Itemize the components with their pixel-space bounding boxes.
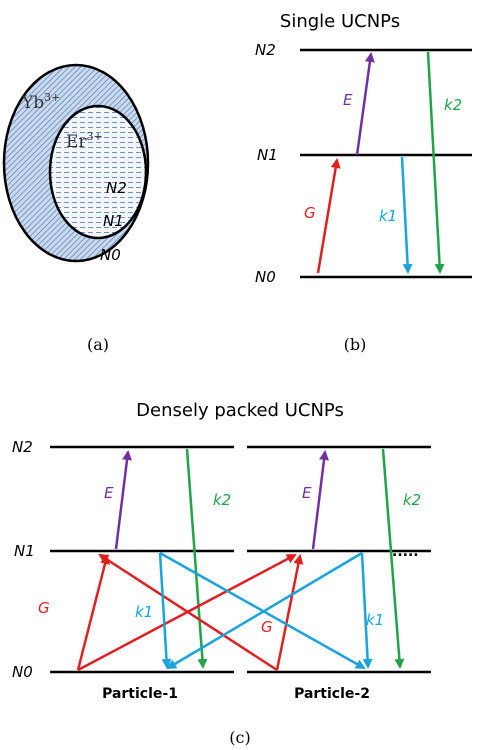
arrow <box>357 54 371 155</box>
transition-label: E <box>302 484 312 502</box>
transition-label: k1 <box>135 603 153 621</box>
particle-label: Particle-1 <box>102 686 178 702</box>
label-sup: 3+ <box>87 130 103 143</box>
transition-label: G <box>38 599 50 617</box>
level-label: N1 <box>257 146 278 164</box>
caption: (c) <box>229 728 250 747</box>
arrow <box>116 452 128 549</box>
arrow <box>402 157 408 272</box>
transition-label: G <box>261 618 273 636</box>
transition-label: E <box>104 484 114 502</box>
transition-label: k2 <box>403 491 421 509</box>
arrow <box>428 52 440 272</box>
level-label: N1 <box>14 542 35 560</box>
level-label: N0 <box>12 663 33 681</box>
transition-label: E <box>343 91 353 109</box>
level-label: N1 <box>103 212 124 230</box>
core <box>50 106 146 238</box>
title: Single UCNPs <box>280 11 400 32</box>
level-label: N0 <box>255 268 276 286</box>
level-label: N2 <box>12 438 33 456</box>
arrow <box>277 556 300 670</box>
label-base: Er <box>66 132 87 152</box>
transition-label: k2 <box>213 491 231 509</box>
level-label: N2 <box>106 179 127 197</box>
label-sup: 3+ <box>44 91 60 104</box>
arrow <box>78 556 107 670</box>
arrow <box>160 553 167 667</box>
arrow <box>318 160 337 273</box>
transition-label: k2 <box>444 96 462 114</box>
caption: (a) <box>87 335 109 354</box>
level-label: N2 <box>255 41 276 59</box>
caption: (b) <box>344 335 367 354</box>
arrow <box>362 553 368 667</box>
figure: Yb3+ Er3+ N2 N1 N0 (a) Single UCNPs N2 N… <box>0 0 477 750</box>
transition-label: k1 <box>366 611 384 629</box>
arrow <box>100 555 277 670</box>
label-base: Yb <box>21 93 44 113</box>
title: Densely packed UCNPs <box>136 400 344 421</box>
arrow <box>187 449 203 667</box>
level-label: N0 <box>100 246 121 264</box>
transition-label: k1 <box>379 207 397 225</box>
transition-label: G <box>304 204 316 222</box>
particle-label: Particle-2 <box>294 686 370 702</box>
ellipsis: ..... <box>392 544 419 560</box>
arrow <box>313 452 325 549</box>
page: Yb3+ Er3+ N2 N1 N0 (a) Single UCNPs N2 N… <box>0 0 477 750</box>
